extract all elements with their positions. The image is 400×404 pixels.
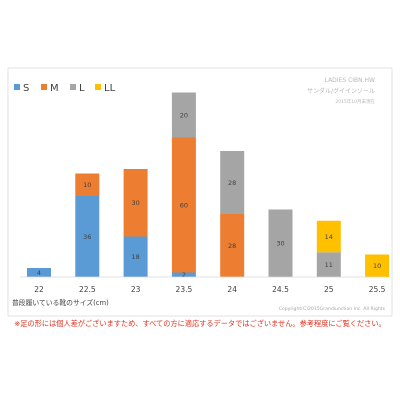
x-axis-label: 普段履いている靴のサイズ(cm) [12, 298, 109, 307]
header-line1: LADIES CIBN.HW [325, 77, 375, 84]
x-tick-25.5: 25.5 [369, 285, 386, 294]
copyright: Copyright(C)2015Grandiunction Inc. All R… [279, 306, 386, 312]
legend-swatch-L [70, 84, 76, 90]
bar-L-25 [316, 252, 341, 277]
legend-label-S: S [23, 83, 29, 94]
bar-LL-25 [316, 220, 341, 253]
data-label-M-23.5: 60 [180, 201, 188, 209]
x-tick-24: 24 [227, 285, 237, 294]
bar-M-23.5 [171, 137, 196, 273]
data-label-LL-25: 14 [325, 233, 333, 241]
bar-S-23 [123, 236, 148, 277]
data-label-L-23.5: 20 [180, 111, 188, 119]
bar-L-23.5 [171, 92, 196, 138]
chart-header: LADIES CIBN.HW サンダル/グイインソール 2015年10月末現在 [307, 77, 376, 105]
legend-swatch-M [41, 84, 47, 90]
data-label-S-22: 4 [37, 269, 41, 277]
data-label-LL-25.5: 10 [373, 262, 381, 270]
x-tick-24.5: 24.5 [272, 285, 289, 294]
legend: S M L LL [14, 83, 116, 94]
x-tick-23: 23 [131, 285, 141, 294]
data-label-L-24: 28 [228, 179, 236, 187]
data-label-M-24: 28 [228, 242, 236, 250]
bar-L-24 [220, 151, 245, 214]
bar-LL-25.5 [365, 254, 390, 277]
footnote: ※足の形には個人差がございますため、すべての方に適応するデータではございません。… [14, 319, 386, 328]
data-label-M-22.5: 10 [83, 181, 91, 189]
header-line3: 2015年10月末現在 [335, 98, 375, 105]
bars: 4 36 10 18 30 2 60 20 28 28 30 11 14 10 [27, 92, 390, 279]
legend-swatch-LL [95, 84, 101, 90]
data-label-S-23.5: 2 [182, 271, 186, 279]
legend-swatch-S [14, 84, 20, 90]
x-tick-23.5: 23.5 [176, 285, 193, 294]
data-label-S-22.5: 36 [83, 233, 91, 241]
x-tick-22.5: 22.5 [79, 285, 96, 294]
header-line2: サンダル/グイインソール [307, 87, 375, 95]
data-label-S-23: 18 [131, 253, 139, 261]
x-tick-labels: 22 22.5 23 23.5 24 24.5 25 25.5 [34, 285, 385, 294]
bar-S-22 [27, 268, 51, 277]
data-label-L-25: 11 [325, 261, 333, 269]
data-label-M-23: 30 [131, 199, 139, 207]
chart-panel [7, 67, 393, 317]
x-tick-22: 22 [34, 285, 44, 294]
legend-label-L: L [79, 83, 85, 94]
data-label-L-24.5: 30 [276, 240, 284, 248]
bar-S-23.5 [171, 272, 196, 277]
bar-M-22.5 [75, 173, 100, 196]
legend-label-LL: LL [104, 83, 116, 94]
legend-label-M: M [50, 83, 59, 94]
bar-M-23 [123, 169, 148, 237]
bar-M-24 [220, 214, 245, 277]
bar-S-22.5 [75, 196, 100, 277]
bar-L-24.5 [268, 209, 293, 277]
x-tick-25: 25 [324, 285, 334, 294]
